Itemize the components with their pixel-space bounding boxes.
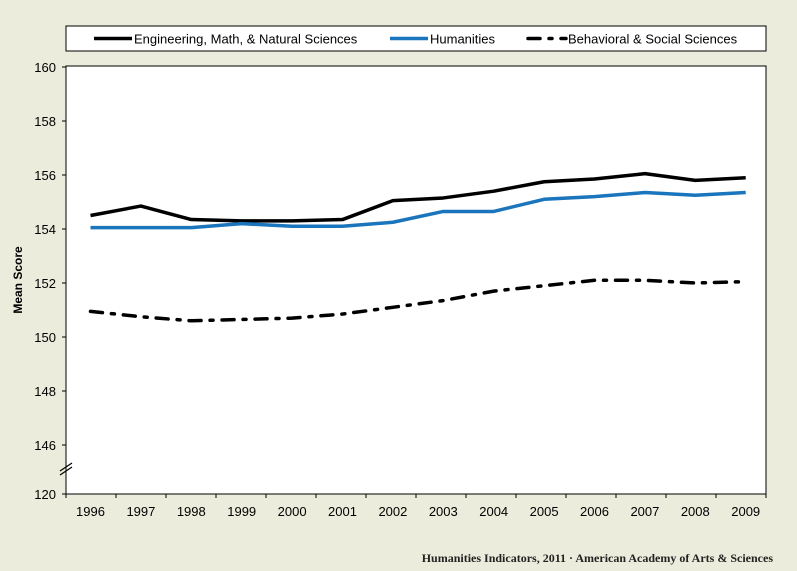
x-tick-label: 2000 <box>278 504 307 519</box>
axis-break-line <box>59 466 73 476</box>
legend-label-1: Humanities <box>430 32 496 47</box>
y-tick-label: 154 <box>34 222 56 237</box>
x-tick-label: 2004 <box>479 504 508 519</box>
x-tick-label: 1998 <box>177 504 206 519</box>
y-tick-label: 158 <box>34 114 56 129</box>
series-lines <box>88 171 748 323</box>
y-tick-label: 160 <box>34 60 56 75</box>
y-tick-label: 156 <box>34 168 56 183</box>
x-tick-label: 1996 <box>76 504 105 519</box>
axis-break-mark <box>59 462 73 476</box>
legend-label-0: Engineering, Math, & Natural Sciences <box>134 32 358 47</box>
x-tick-label: 1997 <box>126 504 155 519</box>
y-tick-label: 146 <box>34 438 56 453</box>
x-tick-label: 2003 <box>429 504 458 519</box>
legend: Engineering, Math, & Natural Sciences Hum… <box>65 25 767 52</box>
series-line-0 <box>90 171 746 223</box>
x-axis: 1996 1997 1998 1999 2000 2001 2002 2003 2004 2005… <box>65 494 767 519</box>
x-tick-label: 1999 <box>227 504 256 519</box>
axis-break-line <box>59 462 73 472</box>
series-line-1 <box>90 190 746 230</box>
x-tick-label: 2007 <box>630 504 659 519</box>
source-note: Humanities Indicators, 2011 · American A… <box>421 551 773 565</box>
y-tick-label: 148 <box>34 384 56 399</box>
x-tick-label: 2002 <box>378 504 407 519</box>
legend-label-2: Behavioral & Social Sciences <box>568 32 738 47</box>
y-axis-label: Mean Score <box>11 246 25 314</box>
x-tick-label: 2005 <box>530 504 559 519</box>
x-tick-label: 2008 <box>681 504 710 519</box>
x-tick-label: 2006 <box>580 504 609 519</box>
y-tick-label: 150 <box>34 330 56 345</box>
y-tick-label: 120 <box>34 487 56 502</box>
y-axis: 160 158 156 154 152 150 148 146 120 <box>34 60 66 502</box>
x-tick-label: 2001 <box>328 504 357 519</box>
x-tick-label: 2009 <box>731 504 760 519</box>
series-line-2 <box>88 278 748 323</box>
y-tick-label: 152 <box>34 276 56 291</box>
